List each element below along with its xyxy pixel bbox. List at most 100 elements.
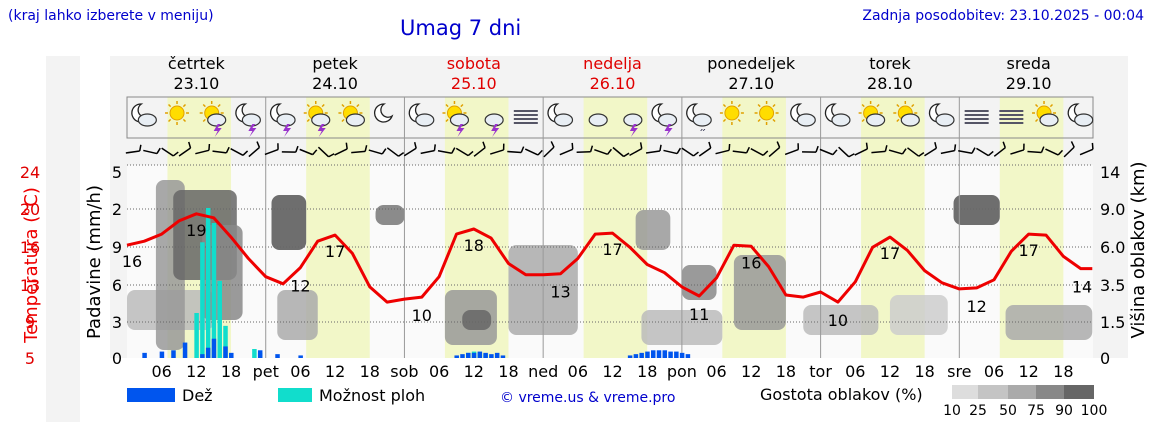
wind-barb (195, 143, 211, 155)
x-tick-label: 12 (602, 362, 622, 381)
rain-legend-swatch (127, 388, 175, 402)
wind-barb (437, 147, 456, 154)
x-tick-label: 12 (186, 362, 206, 381)
day-name: sobota (447, 54, 501, 73)
wind-barb (455, 147, 474, 157)
fog-icon (999, 110, 1024, 124)
shower-bar (194, 313, 199, 358)
wind-barb (681, 147, 699, 157)
day-date: 27.10 (728, 74, 774, 93)
temperature-label: 17 (325, 242, 345, 261)
cloud-scale-swatch (1036, 385, 1064, 399)
day-name: sreda (1006, 54, 1050, 73)
x-tick-label: sob (390, 362, 418, 381)
cloud-scale-swatch (1064, 385, 1094, 399)
cloud-scale-swatch (1008, 385, 1036, 399)
day-date: 26.10 (590, 74, 636, 93)
cloud-area (462, 310, 492, 330)
rain-bar (229, 352, 234, 358)
temperature-label: 10 (828, 311, 848, 330)
day-date: 28.10 (867, 74, 913, 93)
rain-bar (182, 342, 188, 358)
temperature-label: 16 (741, 253, 761, 272)
x-tick-label: 06 (845, 362, 865, 381)
cloud-thunder-icon (484, 113, 504, 137)
wind-barb (645, 144, 662, 154)
shower-legend-label: Možnost ploh (319, 386, 425, 405)
rain-bar (205, 347, 211, 358)
temperature-label: 14 (1072, 278, 1092, 297)
rain-bar (211, 338, 217, 358)
rain-bar (645, 351, 650, 358)
wind-barb (1079, 142, 1094, 156)
rain-bar (650, 350, 656, 358)
fog-icon (964, 110, 989, 124)
cloud-area (803, 305, 879, 335)
wind-barb (663, 147, 682, 155)
rain-bar (483, 352, 488, 358)
wind-barb (543, 141, 555, 158)
x-tick-label: 12 (880, 362, 900, 381)
temperature-tick: 16 (20, 238, 40, 257)
wind-barb (125, 144, 142, 154)
x-tick-label: 18 (221, 362, 241, 381)
wind-barb (178, 141, 192, 157)
day-name: ponedeljek (707, 54, 796, 73)
x-tick-label: ned (528, 362, 558, 381)
wind-barb (1063, 141, 1075, 158)
temperature-label: 11 (689, 305, 709, 324)
moon-thunder-icon (651, 103, 678, 137)
rain-bar (471, 352, 477, 358)
x-tick-label: 06 (568, 362, 588, 381)
shower-bar (211, 223, 217, 358)
day-date: 23.10 (173, 74, 219, 93)
x-tick-label: 06 (152, 362, 172, 381)
shower-bar (200, 242, 205, 358)
cloud-scale-label: 75 (1027, 403, 1045, 419)
credit-text: © vreme.us & vreme.pro (500, 390, 675, 406)
rain-bar (639, 352, 644, 358)
precip-tick: 9 (112, 238, 122, 257)
temperature-label: 13 (550, 283, 570, 302)
wind-barb (248, 141, 261, 158)
day-name: četrtek (168, 54, 226, 73)
moon-thunder-icon (235, 103, 261, 137)
cloud-height-tick: 0 (1100, 349, 1110, 368)
wind-barb (473, 141, 486, 157)
sun-cloud-icon (1032, 101, 1059, 127)
x-tick-label: 18 (1053, 362, 1073, 381)
rain-bar (627, 355, 633, 358)
wind-barb (784, 143, 800, 156)
rain-bar (142, 352, 147, 358)
rain-bar (466, 352, 471, 358)
wind-barb (907, 147, 925, 157)
moon-thunder-icon (269, 103, 296, 137)
rain-bar (477, 351, 483, 358)
moon-cloud-icon (408, 103, 435, 127)
wind-barb (838, 146, 855, 158)
rain-bar (223, 346, 228, 358)
wind-barb (1010, 143, 1025, 155)
shower-bar (217, 280, 222, 358)
day-date: 24.10 (312, 74, 358, 93)
sun-cloud-icon (893, 101, 920, 127)
cloud-area (277, 290, 318, 340)
wind-barb (386, 147, 405, 157)
cloud-scale-swatch (978, 385, 1008, 399)
rain-bar (633, 354, 639, 358)
rain-bar (685, 354, 691, 358)
cloud-height-axis-title: Višina oblakov (km) (1128, 161, 1149, 338)
wind-barb (768, 141, 781, 158)
cloud-scale-swatch (952, 385, 978, 399)
precip-tick: 5 (112, 163, 122, 182)
sun-thunder-icon (442, 101, 470, 137)
wind-barb (715, 143, 731, 155)
rain-bar (494, 352, 500, 358)
wind-barb (629, 142, 643, 157)
rain-legend-label: Dež (182, 386, 213, 405)
sun-thunder-icon (303, 101, 331, 137)
temperature-tick: 13 (20, 276, 40, 295)
day-name: nedelja (583, 54, 642, 73)
temperature-label: 12 (290, 277, 310, 296)
